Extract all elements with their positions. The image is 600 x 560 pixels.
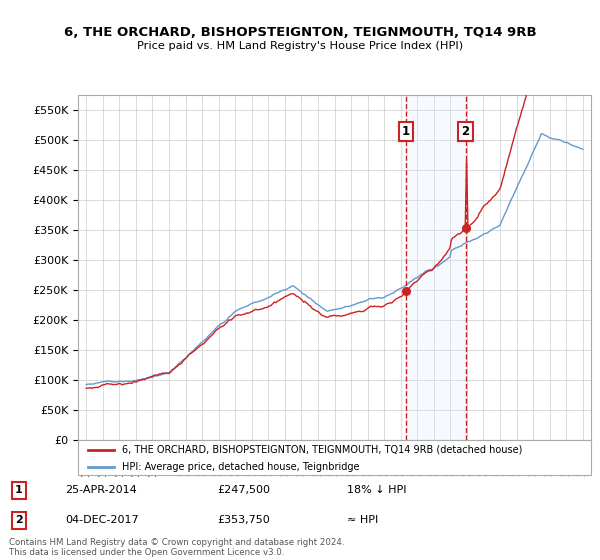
Text: 2: 2	[15, 515, 23, 525]
Text: 04-DEC-2017: 04-DEC-2017	[65, 515, 139, 525]
Bar	[406, 95, 466, 440]
Text: 1: 1	[15, 486, 23, 496]
Text: ≈ HPI: ≈ HPI	[347, 515, 378, 525]
FancyBboxPatch shape	[78, 440, 591, 475]
Text: HPI: Average price, detached house, Teignbridge: HPI: Average price, detached house, Teig…	[122, 462, 359, 472]
Text: 18% ↓ HPI: 18% ↓ HPI	[347, 486, 407, 496]
Text: £247,500: £247,500	[218, 486, 271, 496]
Text: 6, THE ORCHARD, BISHOPSTEIGNTON, TEIGNMOUTH, TQ14 9RB: 6, THE ORCHARD, BISHOPSTEIGNTON, TEIGNMO…	[64, 26, 536, 39]
Text: 1: 1	[402, 125, 410, 138]
Text: £353,750: £353,750	[218, 515, 271, 525]
Text: 2: 2	[461, 125, 470, 138]
Text: 25-APR-2014: 25-APR-2014	[65, 486, 137, 496]
Text: Contains HM Land Registry data © Crown copyright and database right 2024.
This d: Contains HM Land Registry data © Crown c…	[9, 538, 344, 557]
Text: Price paid vs. HM Land Registry's House Price Index (HPI): Price paid vs. HM Land Registry's House …	[137, 41, 463, 51]
Text: 6, THE ORCHARD, BISHOPSTEIGNTON, TEIGNMOUTH, TQ14 9RB (detached house): 6, THE ORCHARD, BISHOPSTEIGNTON, TEIGNMO…	[122, 445, 522, 455]
